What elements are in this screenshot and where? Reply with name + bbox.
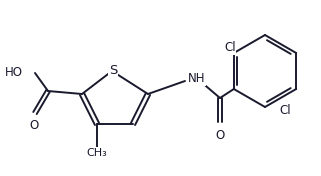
Text: CH₃: CH₃ [87, 148, 108, 158]
Text: Cl: Cl [279, 103, 291, 117]
Text: O: O [215, 129, 225, 142]
Text: Cl: Cl [224, 41, 236, 54]
Text: S: S [109, 64, 117, 77]
Text: HO: HO [5, 67, 23, 80]
Text: O: O [30, 119, 39, 132]
Text: NH: NH [188, 73, 205, 86]
